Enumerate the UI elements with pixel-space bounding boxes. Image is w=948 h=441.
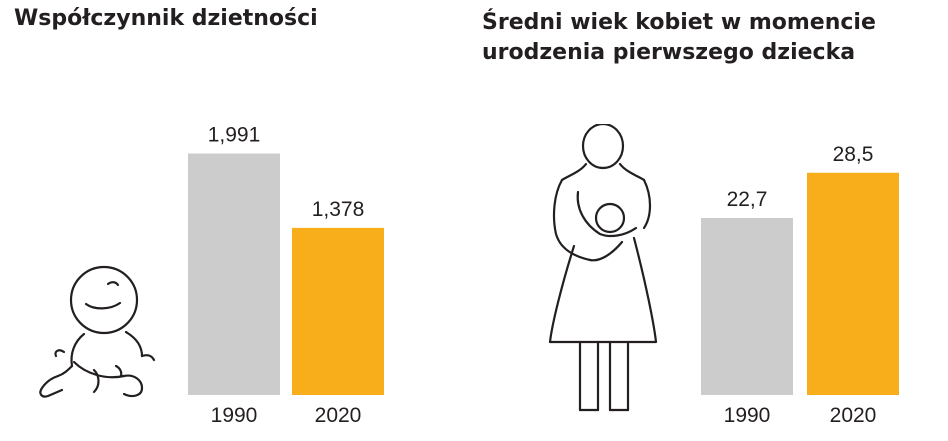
maternal-age-panel: Średni wiek kobiet w momencie urodzenia … xyxy=(474,0,948,441)
fertility-rate-panel: Współczynnik dzietności 1,991 1,378 1990… xyxy=(14,6,384,427)
tick-label-1990: 1990 xyxy=(211,404,258,427)
title-line-1: Średni wiek kobiet w momencie xyxy=(482,10,876,35)
bar-1990 xyxy=(701,217,793,395)
bar-2020 xyxy=(807,172,899,395)
chart-title: Średni wiek kobiet w momencie urodzenia … xyxy=(482,8,876,68)
fertility-rate-chart: 1,991 1,378 1990 2020 xyxy=(188,123,384,427)
value-label-1990: 1,991 xyxy=(208,123,261,146)
title-line-2: urodzenia pierwszego dziecka xyxy=(482,40,856,65)
value-label-1990: 22,7 xyxy=(727,188,768,211)
bar-2020 xyxy=(292,227,384,395)
tick-label-2020: 2020 xyxy=(315,404,362,427)
bar-1990 xyxy=(188,153,280,395)
value-label-2020: 1,378 xyxy=(312,198,365,221)
maternal-age-chart: 22,7 28,5 1990 2020 xyxy=(701,143,899,427)
baby-icon xyxy=(39,265,156,398)
chart-title: Współczynnik dzietności xyxy=(14,6,318,31)
mother-with-child-icon xyxy=(548,124,658,412)
tick-label-1990: 1990 xyxy=(724,404,771,427)
value-label-2020: 28,5 xyxy=(833,143,874,166)
tick-label-2020: 2020 xyxy=(830,404,877,427)
